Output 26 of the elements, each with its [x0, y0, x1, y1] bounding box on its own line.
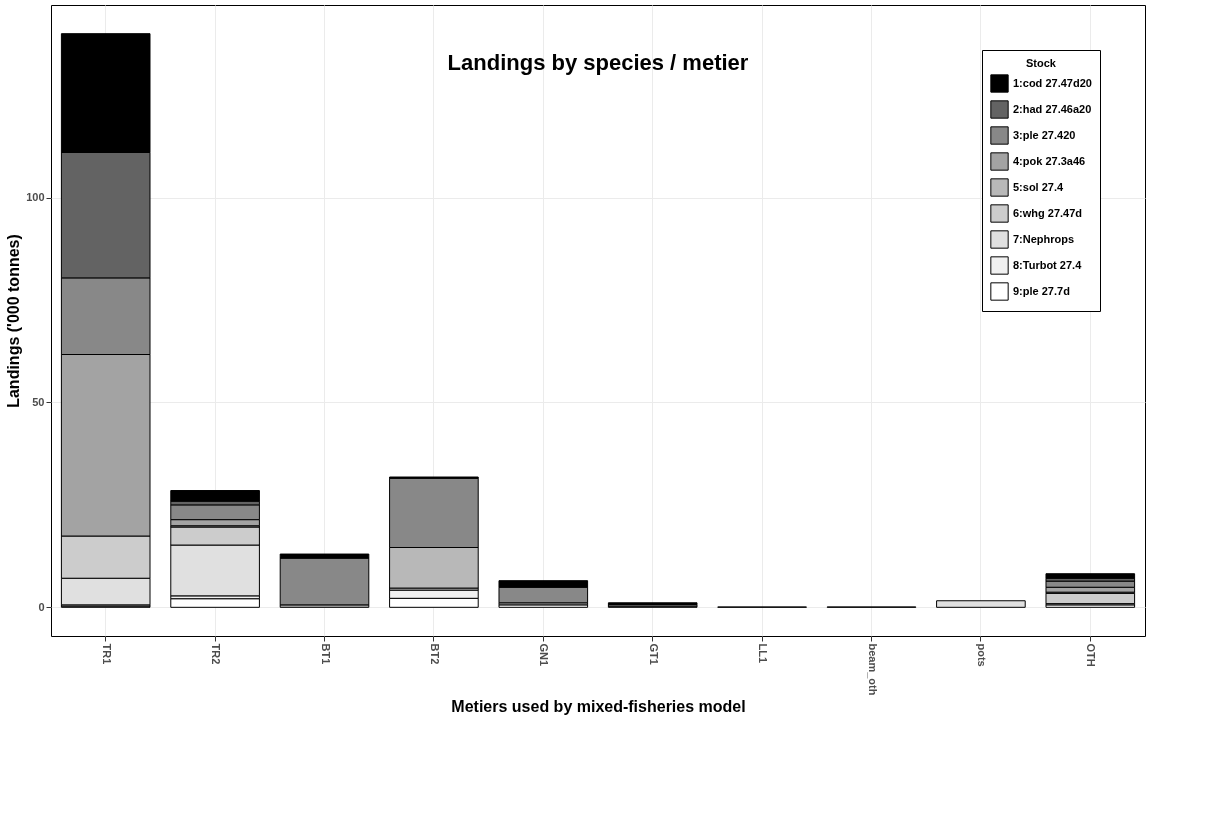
legend-title: Stock	[1026, 57, 1057, 69]
x-tick-label: pots	[975, 643, 988, 667]
x-tick-label: OTH	[1085, 643, 1098, 667]
x-tick-label: TR1	[100, 643, 113, 665]
x-tick-label: GT1	[647, 643, 660, 665]
y-tick-label: 50	[32, 395, 45, 408]
x-tick-label: beam_oth	[866, 643, 879, 696]
legend-label: 2:had 27.46a20	[1013, 102, 1092, 115]
legend-label: 8:Turbot 27.4	[1013, 258, 1083, 271]
y-tick-label: 100	[26, 191, 45, 204]
text: Landings by species / metier	[447, 50, 749, 75]
legend-label: 7:Nephrops	[1013, 232, 1075, 245]
legend-label: 3:ple 27.420	[1013, 128, 1076, 141]
legend-label: 1:cod 27.47d20	[1013, 76, 1092, 89]
legend-label: 6:whg 27.47d	[1013, 206, 1083, 219]
x-tick-label: BT1	[319, 643, 332, 665]
y-tick-label: 0	[38, 600, 45, 613]
x-tick-label: TR2	[210, 643, 223, 665]
x-axis-title: Metiers used by mixed-fisheries model	[451, 698, 746, 716]
y-axis-title: Landings ('000 tonnes)	[5, 234, 23, 408]
legend-label: 9:ple 27.7d	[1013, 284, 1070, 297]
x-tick-label: LL1	[757, 643, 770, 664]
legend-label: 4:pok 27.3a46	[1013, 154, 1086, 167]
x-tick-label: BT2	[428, 643, 441, 665]
x-tick-label: GN1	[538, 643, 551, 667]
legend-label: 5:sol 27.4	[1013, 180, 1065, 193]
